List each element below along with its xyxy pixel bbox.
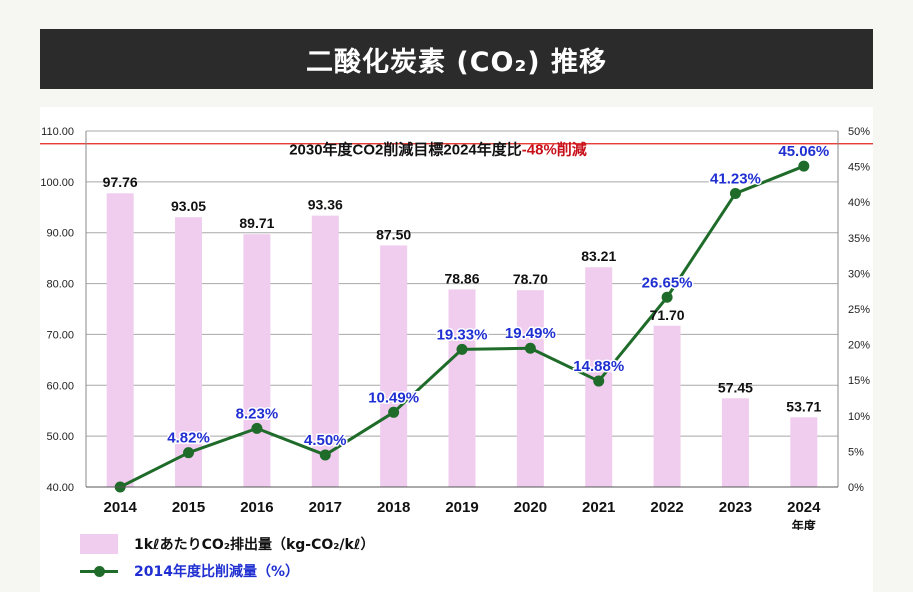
line-value-label: 4.50%	[304, 432, 347, 449]
bar	[175, 217, 203, 487]
bar-value-label: 78.70	[513, 271, 548, 287]
x-tick-label: 2014	[103, 499, 137, 516]
x-tick-label: 2023	[719, 499, 752, 516]
bar	[448, 289, 476, 487]
bar-value-label: 89.71	[239, 215, 274, 231]
target-label-main: 2030年度CO2削減目標2024年度比	[289, 141, 522, 159]
right-tick-label: 0%	[848, 482, 864, 494]
label-layer: 97.76 93.05 89.71 93.36 87.50 78.86 78.70 83.21…	[103, 142, 831, 451]
legend-bar-label: 1kℓあたりCO₂排出量（kg-CO₂/kℓ）	[134, 536, 375, 553]
bar-value-label: 93.36	[308, 197, 343, 213]
line-point	[524, 342, 536, 354]
legend-bar-swatch	[80, 533, 118, 554]
line-value-label: 45.06%	[778, 143, 829, 160]
right-tick-label: 30%	[848, 268, 870, 280]
line-point	[729, 187, 741, 199]
x-tick-label: 2017	[309, 499, 342, 516]
left-tick-label: 50.00	[46, 431, 74, 443]
target-layer: 2030年度CO2削減目標2024年度比-48%削減	[40, 141, 873, 159]
right-tick-label: 5%	[848, 446, 864, 458]
bar-value-label: 71.70	[650, 307, 685, 323]
x-tick-label: 2015	[172, 499, 205, 516]
x-tick-label: 2024	[787, 499, 821, 516]
legend-line-label: 2014年度比削減量（%）	[134, 563, 299, 580]
left-tick-label: 100.00	[40, 177, 74, 189]
bar-value-label: 53.71	[786, 398, 821, 414]
line-point	[251, 422, 263, 434]
legend-line-swatch	[80, 561, 118, 581]
bar-value-label: 87.50	[376, 226, 411, 242]
line-value-label: 26.65%	[642, 274, 693, 291]
left-tick-label: 60.00	[46, 380, 74, 392]
line-point	[456, 343, 468, 355]
legend-item-line: 2014年度比削減量（%）	[80, 557, 374, 584]
line-value-label: 19.33%	[437, 326, 488, 343]
right-tick-label: 25%	[848, 304, 870, 316]
x-tick-label: 2020	[514, 499, 547, 516]
bar-value-label: 83.21	[581, 248, 616, 264]
x-tick-label: 2016	[240, 499, 273, 516]
x-tick-label: 2019	[445, 499, 478, 516]
line-value-label: 41.23%	[710, 170, 761, 187]
grid-layer	[86, 130, 838, 437]
bar	[516, 290, 544, 487]
right-tick-label: 20%	[848, 340, 870, 352]
line-point	[798, 160, 810, 172]
chart-title-bar: 二酸化炭素 (CO₂) 推移	[40, 29, 873, 89]
bar	[790, 417, 818, 487]
legend-item-bar: 1kℓあたりCO₂排出量（kg-CO₂/kℓ）	[80, 530, 374, 557]
bar	[311, 215, 339, 487]
x-tick-label: 2022	[650, 499, 683, 516]
right-tick-label: 15%	[848, 375, 870, 387]
left-tick-label: 90.00	[46, 228, 74, 240]
target-label-emphasis: -48%削減	[522, 141, 587, 159]
right-tick-label: 35%	[848, 233, 870, 245]
left-tick-label: 80.00	[46, 279, 74, 291]
x-tick-label: 2021	[582, 499, 615, 516]
chart-title: 二酸化炭素 (CO₂) 推移	[305, 46, 608, 78]
line-point	[183, 447, 195, 459]
left-tick-label: 110.00	[41, 126, 74, 138]
left-tick-label: 40.00	[46, 482, 74, 494]
line-layer	[114, 160, 810, 493]
line-point	[593, 375, 605, 387]
bar	[243, 234, 271, 487]
line-point	[661, 291, 673, 303]
left-tick-label: 70.00	[46, 329, 74, 341]
bar-value-label: 78.86	[444, 270, 479, 286]
right-tick-label: 50%	[848, 126, 870, 138]
x-axis-unit: 年度	[792, 518, 817, 530]
target-label: 2030年度CO2削減目標2024年度比-48%削減	[289, 141, 587, 159]
legend: 1kℓあたりCO₂排出量（kg-CO₂/kℓ） 2014年度比削減量（%）	[80, 530, 374, 584]
bar-layer	[106, 193, 818, 487]
right-tick-label: 45%	[848, 162, 870, 174]
bar	[380, 245, 408, 487]
x-tick-label: 2018	[377, 499, 410, 516]
line-point	[388, 406, 400, 418]
line-value-label: 14.88%	[573, 358, 624, 375]
bar	[653, 325, 681, 487]
co2-chart: 2030年度CO2削減目標2024年度比-48%削減 97.76 93.05 89.…	[40, 126, 873, 530]
bar-value-label: 97.76	[103, 174, 138, 190]
bar-value-label: 57.45	[718, 379, 753, 395]
line-value-label: 4.82%	[167, 430, 210, 447]
bar	[106, 193, 134, 487]
line-value-label: 10.49%	[368, 389, 419, 406]
line-point	[319, 449, 331, 461]
right-tick-label: 40%	[848, 197, 870, 209]
axis-layer: 40.00 50.00 60.00 70.00 80.00 90.00 100.00 110.…	[40, 126, 870, 530]
bar	[721, 398, 749, 487]
line-value-label: 8.23%	[236, 405, 279, 422]
right-tick-label: 10%	[848, 411, 870, 423]
line-value-label: 19.49%	[505, 325, 556, 342]
bar-value-label: 93.05	[171, 198, 206, 214]
